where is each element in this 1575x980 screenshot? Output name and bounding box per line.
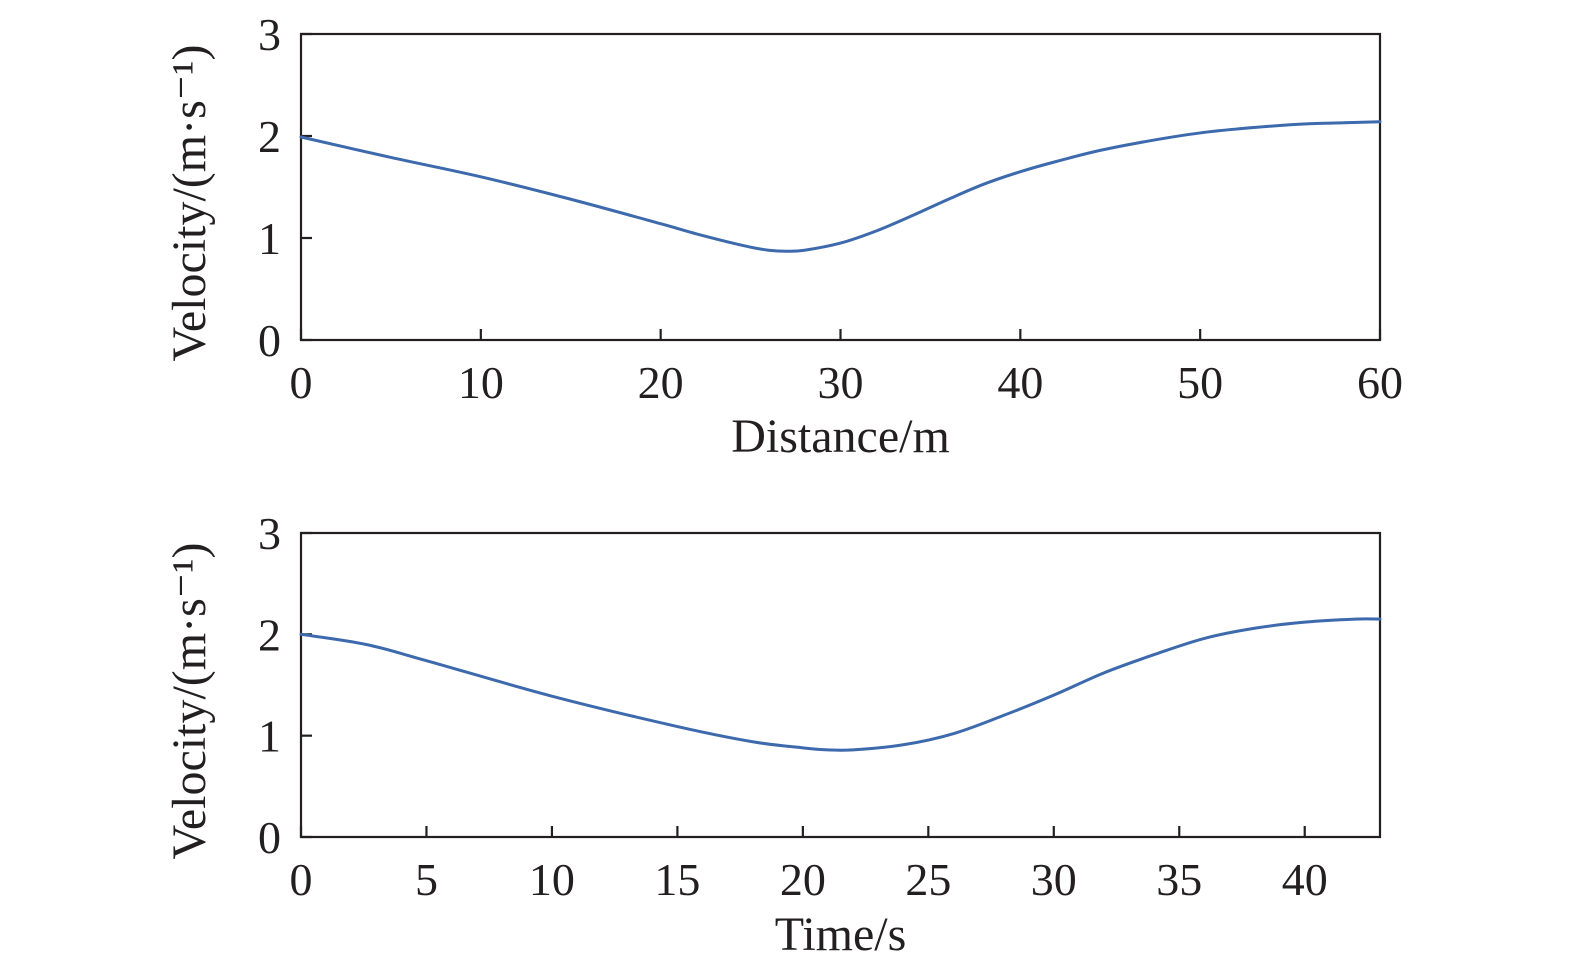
x-tick-label: 0 bbox=[290, 854, 313, 905]
x-axis-label: Distance/m bbox=[731, 410, 950, 463]
x-tick-label: 20 bbox=[780, 854, 826, 905]
x-tick-label: 30 bbox=[1031, 854, 1077, 905]
y-tick-label: 1 bbox=[258, 711, 281, 762]
x-tick-label: 40 bbox=[1282, 854, 1328, 905]
y-tick-label: 0 bbox=[258, 315, 281, 366]
plot-frame bbox=[299, 531, 1382, 839]
x-tick-label: 5 bbox=[415, 854, 438, 905]
x-tick-label: 15 bbox=[654, 854, 700, 905]
x-tick-label: 25 bbox=[905, 854, 951, 905]
velocity-series-line bbox=[299, 120, 1382, 253]
x-tick-label: 20 bbox=[638, 357, 684, 408]
plot-frame bbox=[299, 32, 1382, 342]
x-tick-label: 35 bbox=[1156, 854, 1202, 905]
y-tick-label: 2 bbox=[258, 111, 281, 162]
y-tick-label: 2 bbox=[258, 609, 281, 660]
x-tick-label: 10 bbox=[458, 357, 504, 408]
y-tick-label: 1 bbox=[258, 213, 281, 264]
y-axis-label: Velocity/(m·s⁻¹) bbox=[163, 543, 216, 860]
x-tick-label: 40 bbox=[997, 357, 1043, 408]
x-tick-label: 10 bbox=[529, 854, 575, 905]
chart-panel-1: 0 10 20 30 40 50 60 0 1 2 3 Distance/m Velocity/(m·s… bbox=[163, 9, 1403, 463]
x-tick-label: 30 bbox=[818, 357, 864, 408]
x-tick-label: 60 bbox=[1357, 357, 1403, 408]
y-tick-label: 3 bbox=[258, 508, 281, 559]
y-tick-label: 3 bbox=[258, 9, 281, 60]
x-axis-label: Time/s bbox=[775, 908, 907, 961]
y-tick-label: 0 bbox=[258, 812, 281, 863]
x-tick-label: 0 bbox=[290, 357, 313, 408]
y-axis-label: Velocity/(m·s⁻¹) bbox=[163, 45, 216, 362]
velocity-series-line bbox=[299, 617, 1382, 752]
chart-panel-2: 0 5 10 15 20 25 30 35 40 0 1 2 3 Time/s Velocity/(m·s⁻… bbox=[163, 508, 1382, 961]
x-tick-label: 50 bbox=[1177, 357, 1223, 408]
